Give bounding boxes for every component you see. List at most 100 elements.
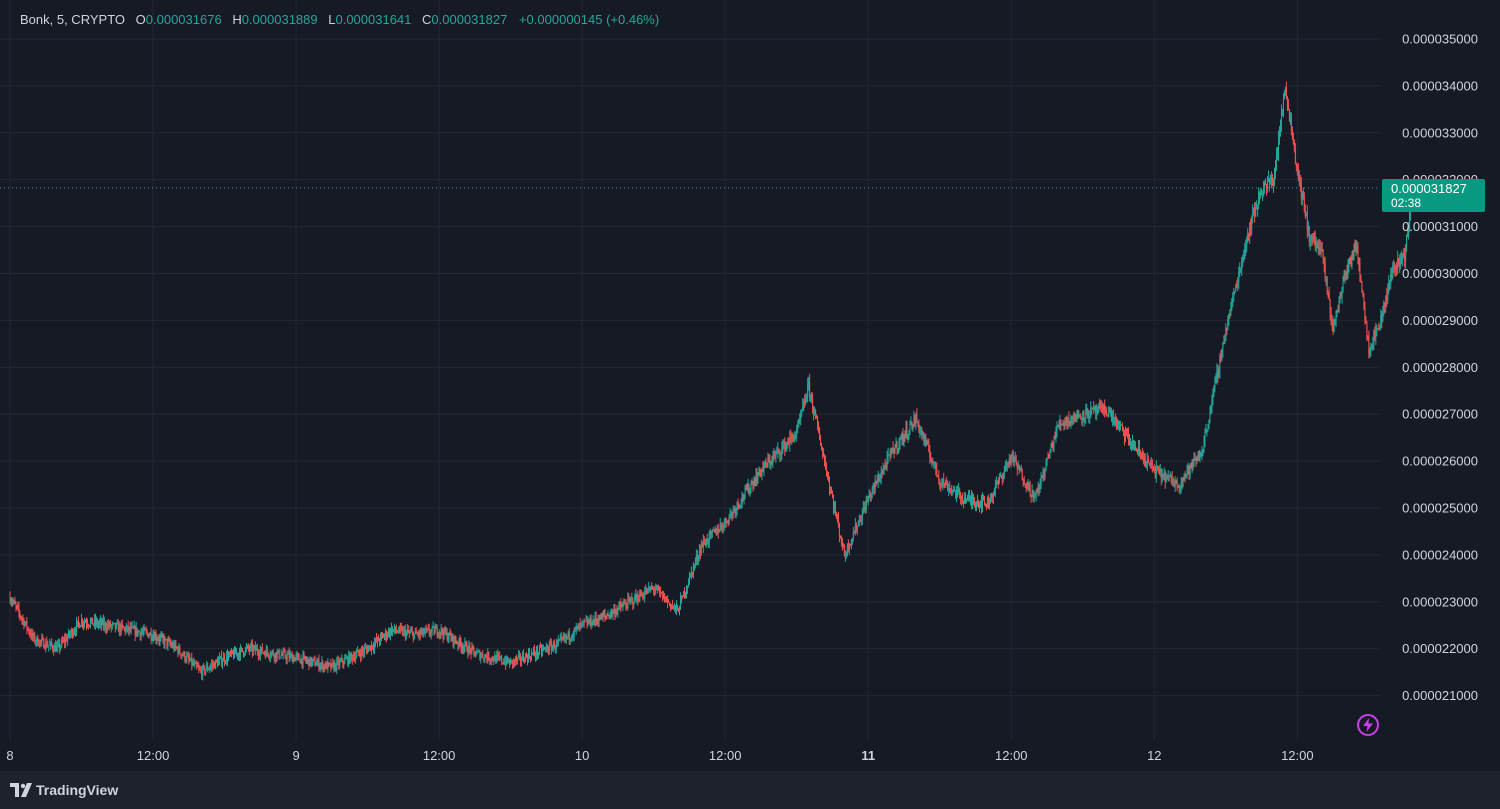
candle-body bbox=[710, 531, 712, 534]
candle-body bbox=[1067, 417, 1069, 423]
candle-body bbox=[1340, 294, 1342, 297]
candle-body bbox=[1031, 490, 1033, 497]
candle-body bbox=[1091, 408, 1093, 410]
candle-body bbox=[1299, 176, 1301, 184]
candle-body bbox=[32, 632, 34, 638]
candle-body bbox=[273, 655, 275, 659]
candle-body bbox=[199, 668, 201, 670]
candle-body bbox=[643, 597, 645, 599]
candle-body bbox=[180, 653, 182, 656]
candle-body bbox=[1040, 475, 1042, 485]
candle-body bbox=[532, 650, 534, 654]
candle-body bbox=[733, 509, 735, 511]
candle-body bbox=[1406, 235, 1408, 246]
candle-body bbox=[1256, 208, 1258, 210]
candle-body bbox=[455, 640, 457, 643]
candle-body bbox=[452, 634, 454, 644]
candle-body bbox=[211, 664, 213, 667]
candle-body bbox=[990, 493, 992, 499]
candle-body bbox=[290, 654, 292, 656]
candle-body bbox=[125, 628, 127, 632]
candle-body bbox=[1015, 460, 1017, 465]
candle-body bbox=[375, 639, 377, 643]
candle-body bbox=[588, 621, 590, 624]
candle-body bbox=[537, 652, 539, 655]
candle-body bbox=[467, 651, 469, 654]
price-chart[interactable]: 0.000035000 0.000034000 0.000033000 0.00003… bbox=[0, 0, 1500, 771]
candle-body bbox=[508, 660, 510, 663]
candle-body bbox=[617, 608, 619, 613]
candle-body bbox=[767, 458, 769, 467]
candle-body bbox=[547, 650, 549, 652]
time-axis: 8 12:00 9 12:00 10 12:00 11 12:00 12 12:00 bbox=[6, 748, 1313, 763]
candle-body bbox=[661, 592, 663, 594]
candle-body bbox=[168, 640, 170, 642]
candle-body bbox=[522, 654, 524, 661]
candle-body bbox=[743, 497, 745, 499]
lightning-bolt-icon[interactable] bbox=[1357, 714, 1379, 736]
candle-body bbox=[402, 629, 404, 635]
candle-body bbox=[450, 635, 452, 640]
high-value: 0.000031889 bbox=[241, 12, 318, 27]
candle-body bbox=[647, 588, 649, 594]
candle-body bbox=[408, 632, 410, 634]
candle-body bbox=[1336, 309, 1338, 311]
candle-body bbox=[968, 495, 970, 497]
candle-body bbox=[1335, 310, 1337, 320]
candle-body bbox=[634, 594, 636, 603]
candle-body bbox=[860, 519, 862, 522]
candle-body bbox=[166, 639, 168, 646]
candle-body bbox=[631, 598, 633, 600]
candle-body bbox=[777, 448, 779, 452]
candle-body bbox=[1355, 248, 1357, 252]
candle-body bbox=[870, 493, 872, 499]
candle-body bbox=[1148, 462, 1150, 464]
candle-body bbox=[825, 460, 827, 469]
candle-body bbox=[1306, 213, 1308, 231]
candle-body bbox=[1070, 417, 1072, 424]
candle-body bbox=[875, 480, 877, 484]
candle-body bbox=[1253, 208, 1255, 213]
candle-body bbox=[187, 655, 189, 657]
candle-body bbox=[1212, 391, 1214, 399]
candle-body bbox=[1391, 274, 1393, 277]
candle-body bbox=[104, 622, 106, 629]
candle-body bbox=[797, 426, 799, 429]
candle-body bbox=[428, 628, 430, 634]
candle-body bbox=[1154, 470, 1156, 477]
candle-body bbox=[1095, 406, 1097, 414]
candle-body bbox=[1126, 433, 1128, 436]
candle-body bbox=[1364, 305, 1366, 321]
candle-body bbox=[1199, 456, 1201, 460]
candle-body bbox=[983, 499, 985, 503]
candle-body bbox=[264, 653, 266, 657]
candle-body bbox=[40, 640, 42, 642]
candle-body bbox=[1206, 429, 1208, 431]
candle-body bbox=[664, 593, 666, 602]
candle-body bbox=[876, 481, 878, 484]
candle-body bbox=[1389, 281, 1391, 283]
candle-body bbox=[21, 618, 23, 620]
candle-body bbox=[510, 659, 512, 665]
candle-body bbox=[1082, 410, 1084, 420]
candle-body bbox=[621, 606, 623, 608]
candle-body bbox=[1109, 411, 1111, 413]
candle-body bbox=[843, 545, 845, 556]
candle-body bbox=[378, 637, 380, 641]
candle-body bbox=[800, 414, 802, 420]
candle-body bbox=[816, 414, 818, 419]
candle-body bbox=[732, 509, 734, 516]
candle-body bbox=[1379, 328, 1381, 330]
candle-body bbox=[188, 655, 190, 660]
price-axis-label: 0.000034000 bbox=[1402, 78, 1478, 93]
candle-body bbox=[1387, 289, 1389, 301]
candle-body bbox=[686, 586, 688, 589]
tradingview-logo[interactable]: TradingView bbox=[10, 781, 118, 799]
candle-body bbox=[281, 655, 283, 657]
candle-body bbox=[189, 659, 191, 661]
candle-body bbox=[1066, 420, 1068, 423]
candle-body bbox=[1108, 411, 1110, 416]
candle-body bbox=[422, 628, 424, 635]
candle-body bbox=[476, 652, 478, 655]
candle-body bbox=[24, 623, 26, 627]
